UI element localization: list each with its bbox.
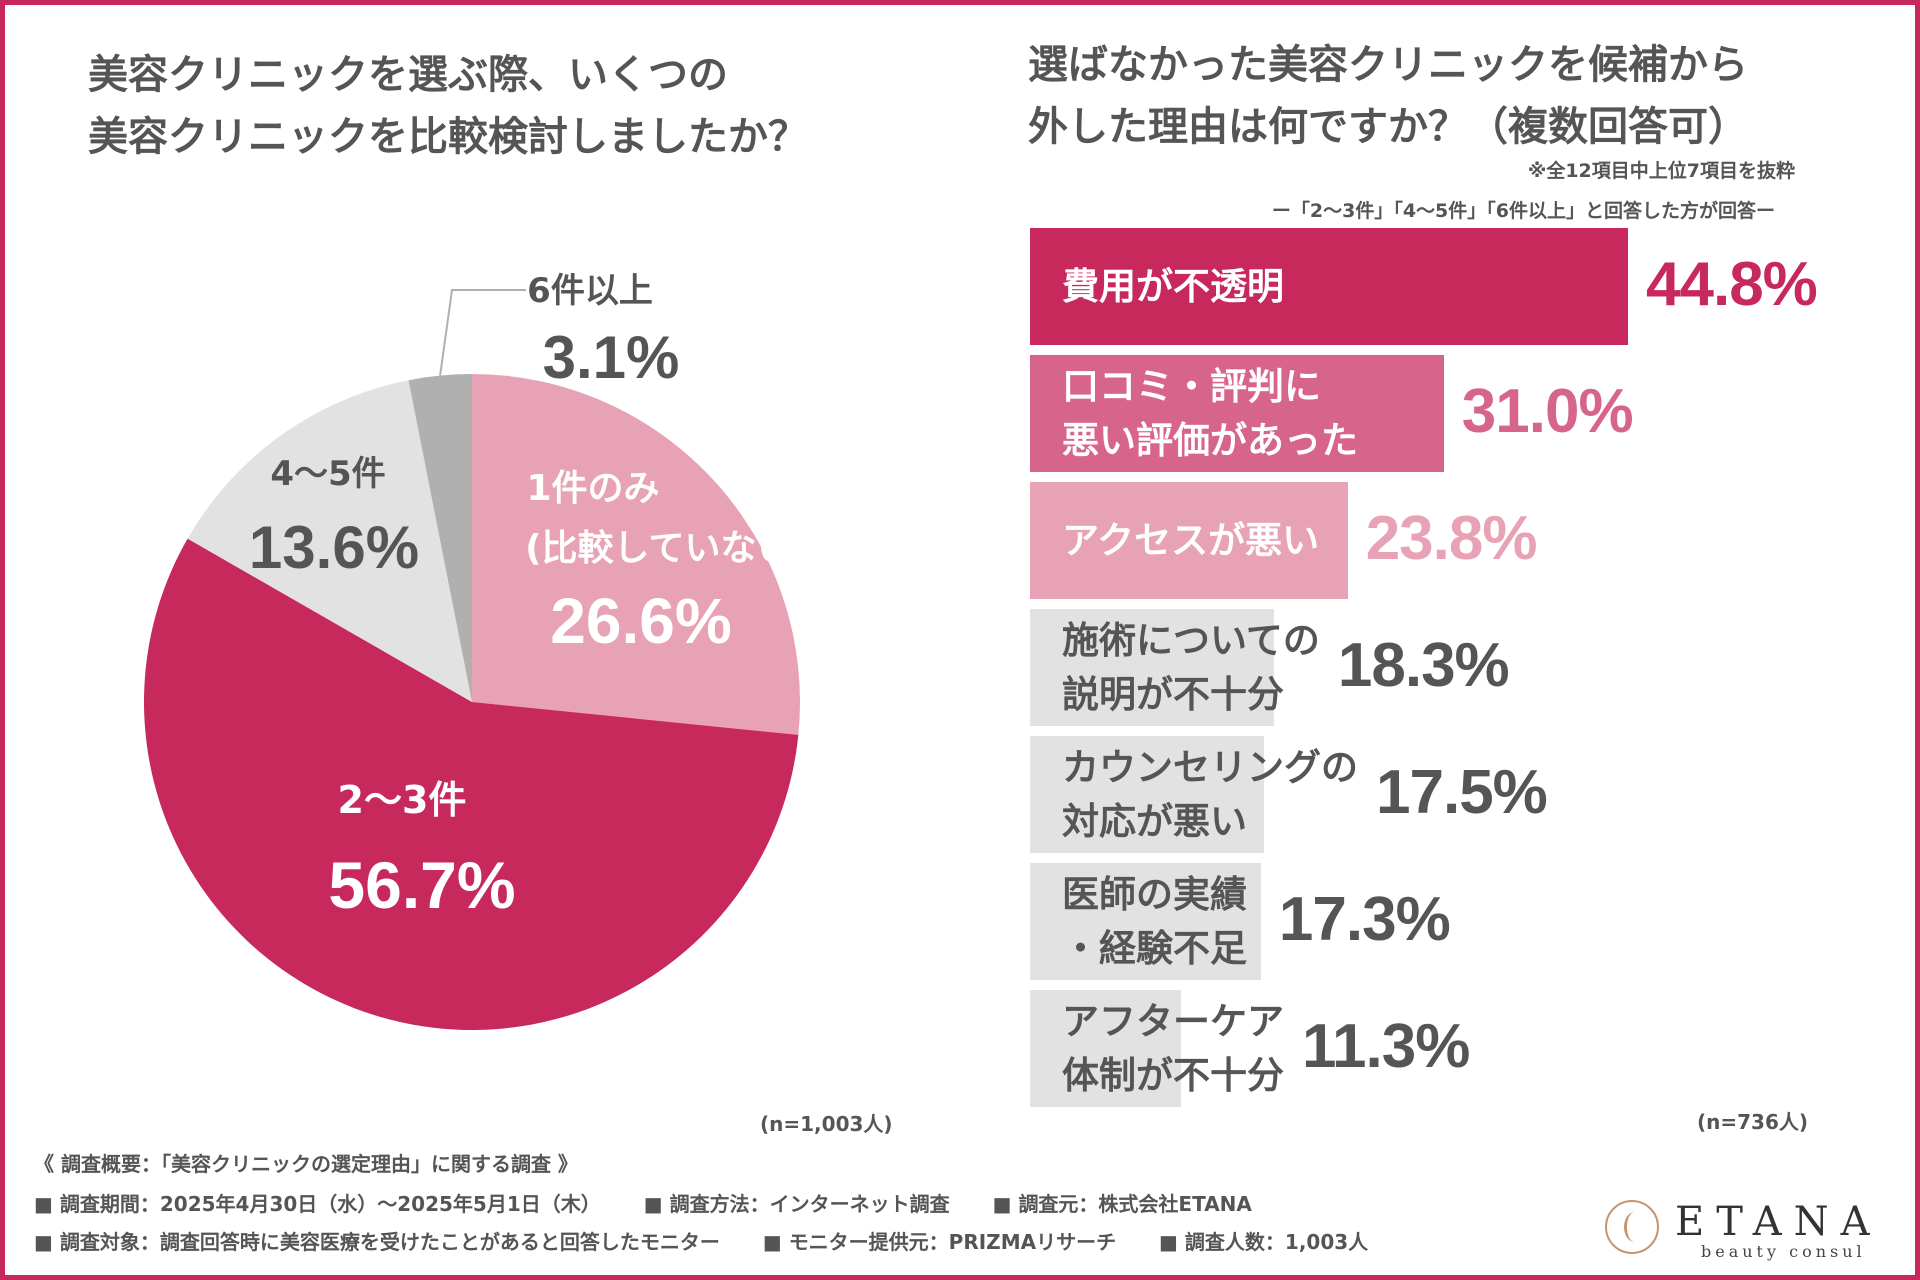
- logo-name: ETANA: [1675, 1199, 1882, 1245]
- bar-label-bad-reviews: 口コミ・評判に 悪い評価があった: [1062, 360, 1358, 468]
- bar-value-poor-access: 23.8%: [1365, 503, 1538, 573]
- bar-sample-size: (n=736人): [1697, 1110, 1809, 1134]
- bar-label-line: 医師の実績: [1062, 872, 1247, 916]
- bar-chart-title: 選ばなかった美容クリニックを候補から 外した理由は何ですか？（複数回答可）: [1028, 34, 1748, 158]
- pie-label-one-only-line2: (比較していない): [525, 528, 809, 569]
- survey-source: ■ 調査元：株式会社ETANA: [992, 1192, 1252, 1216]
- bar-value-insufficient-explanation: 18.3%: [1337, 630, 1510, 700]
- pie-slice-four-to-five: [187, 380, 472, 702]
- bar-label-line: ・経験不足: [1062, 926, 1247, 970]
- bar-label-poor-counseling: カウンセリングの 対応が悪い: [1062, 741, 1358, 849]
- bar-value-poor-counseling: 17.5%: [1376, 757, 1548, 827]
- logo-subtitle: beauty consul: [1701, 1242, 1866, 1261]
- pie-label-four-to-five: 4〜5件: [270, 454, 385, 494]
- bar-doctor-experience: [1030, 863, 1261, 980]
- bar-note-respondents: ー「2〜3件」「4〜5件」「6件以上」と回答した方が回答ー: [1271, 200, 1775, 222]
- survey-details-line-1: ■ 調査期間：2025年4月30日（水）〜2025年5月1日（木） ■ 調査方法…: [34, 1188, 1288, 1217]
- pie-chart-title: 美容クリニックを選ぶ際、いくつの 美容クリニックを比較検討しましたか？: [88, 44, 808, 168]
- bar-value-doctor-experience: 17.3%: [1278, 884, 1451, 954]
- bar-title-line-2: 外した理由は何ですか？（複数回答可）: [1028, 104, 1748, 150]
- survey-overview-heading: 《 調査概要：「美容クリニックの選定理由」に関する調査 》: [34, 1152, 578, 1176]
- bar-label-line: 対応が悪い: [1062, 799, 1247, 843]
- pie-value-one-only: 26.6%: [550, 585, 731, 657]
- bar-label-line: アクセスが悪い: [1062, 518, 1320, 562]
- bar-poor-counseling: [1030, 736, 1264, 853]
- bar-poor-access: [1030, 482, 1348, 599]
- bar-cost-unclear: [1030, 228, 1628, 345]
- bar-aftercare: [1030, 990, 1181, 1107]
- survey-target: ■ 調査対象：調査回答時に美容医療を受けたことがあると回答したモニター: [34, 1230, 720, 1254]
- bar-label-line: アフターケア: [1062, 999, 1284, 1043]
- bar-value-cost-unclear: 44.8%: [1646, 249, 1818, 319]
- bar-label-line: 費用が不透明: [1062, 264, 1284, 308]
- bar-label-line: 施術についての: [1062, 618, 1320, 662]
- pie-title-line-2: 美容クリニックを比較検討しましたか？: [88, 114, 808, 160]
- monitor-provider: ■ モニター提供元：PRIZMAリサーチ: [762, 1230, 1117, 1254]
- bar-label-aftercare: アフターケア 体制が不十分: [1062, 995, 1284, 1103]
- bar-label-doctor-experience: 医師の実績・経験不足: [1062, 868, 1247, 976]
- bar-label-insufficient-explanation: 施術についての 説明が不十分: [1062, 614, 1320, 722]
- bar-label-line: カウンセリングの: [1062, 745, 1358, 789]
- pie-slice-two-to-three: [143, 538, 799, 1030]
- logo-face-icon: [1605, 1200, 1659, 1254]
- survey-period: ■ 調査期間：2025年4月30日（水）〜2025年5月1日（木）: [34, 1192, 601, 1216]
- bar-value-aftercare: 11.3%: [1302, 1011, 1470, 1081]
- pie-sample-size: (n=1,003人): [760, 1112, 893, 1136]
- bar-bad-reviews: [1030, 355, 1444, 472]
- bar-label-cost-unclear: 費用が不透明: [1062, 260, 1284, 314]
- bar-label-line: 悪い評価があった: [1062, 418, 1358, 462]
- pie-value-six-plus: 3.1%: [543, 324, 680, 391]
- bar-label-line: 体制が不十分: [1062, 1053, 1284, 1097]
- survey-method: ■ 調査方法：インターネット調査: [643, 1192, 950, 1216]
- pie-slice-six-plus: [408, 374, 472, 702]
- bar-note-top: ※全12項目中上位7項目を抜粋: [1527, 160, 1795, 182]
- bar-title-line-1: 選ばなかった美容クリニックを候補から: [1028, 42, 1748, 88]
- survey-count: ■ 調査人数：1,003人: [1159, 1230, 1369, 1254]
- survey-details-line-2: ■ 調査対象：調査回答時に美容医療を受けたことがあると回答したモニター ■ モニ…: [34, 1226, 1404, 1255]
- bar-label-line: 口コミ・評判に: [1062, 364, 1321, 408]
- pie-value-four-to-five: 13.6%: [249, 514, 419, 581]
- pie-leader-line-six-plus: [439, 289, 526, 376]
- pie-value-two-to-three: 56.7%: [328, 848, 515, 922]
- bar-insufficient-explanation: [1030, 609, 1275, 726]
- bar-value-bad-reviews: 31.0%: [1461, 376, 1634, 446]
- bar-label-line: 説明が不十分: [1062, 672, 1284, 716]
- pie-slice-one-only: [472, 374, 801, 735]
- pie-label-one-only: 1件のみ: [526, 468, 659, 509]
- bar-label-poor-access: アクセスが悪い: [1062, 514, 1319, 568]
- pie-label-six-plus: 6件以上: [527, 271, 653, 311]
- pie-title-line-1: 美容クリニックを選ぶ際、いくつの: [88, 52, 728, 98]
- pie-label-two-to-three: 2〜3件: [338, 778, 467, 822]
